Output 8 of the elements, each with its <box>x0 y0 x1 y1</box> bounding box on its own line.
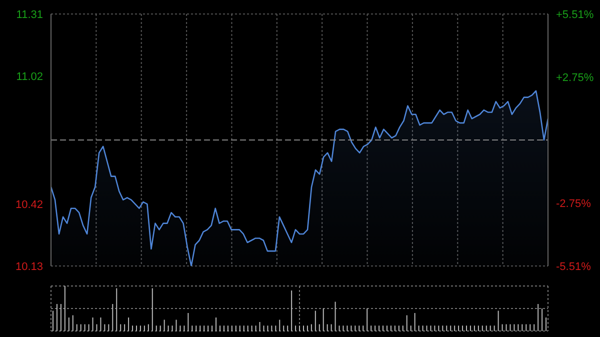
y-tick-label: 10.13 <box>15 261 43 273</box>
y-tick-label: 10.42 <box>15 199 43 212</box>
y2-tick-label: -2.75% <box>556 198 592 210</box>
y-tick-label: 11.02 <box>16 70 43 83</box>
y2-tick-label: -5.51% <box>556 261 592 273</box>
y-tick-label: 11.31 <box>16 9 43 21</box>
y2-tick-label: +5.51% <box>556 9 594 21</box>
y2-tick-label: +2.75% <box>556 72 594 84</box>
